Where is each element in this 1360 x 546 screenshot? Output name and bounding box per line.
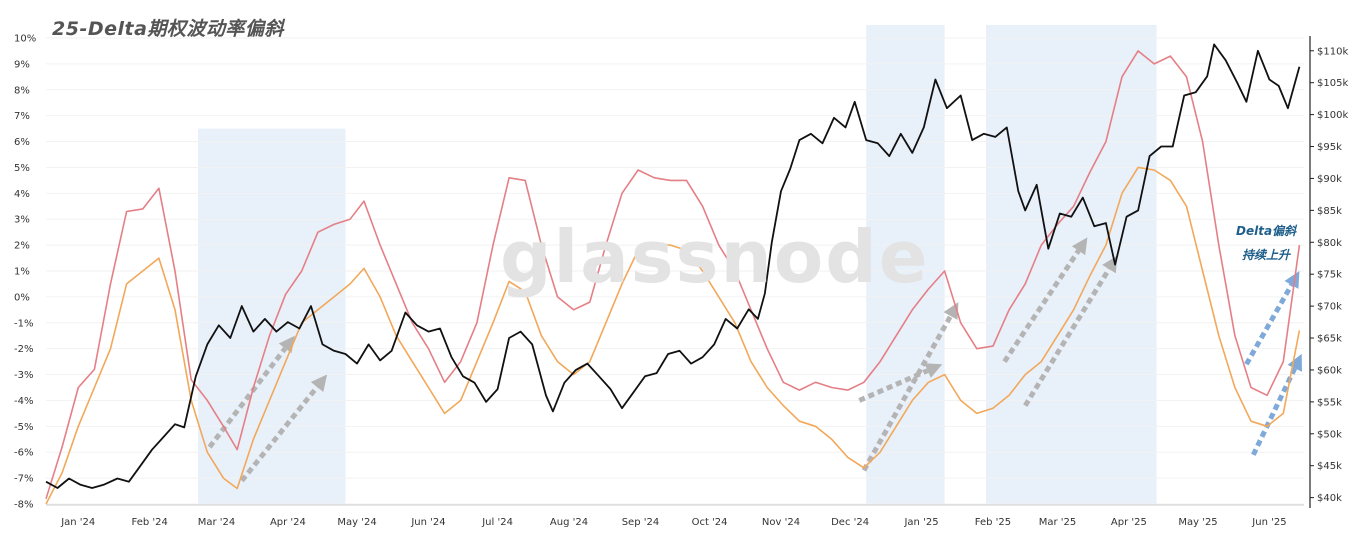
x-tick-label: Jun '25 <box>1251 517 1286 528</box>
right-tick-label: $105k <box>1317 78 1348 89</box>
x-tick-label: May '25 <box>1178 517 1217 528</box>
gray-arrow-1 <box>239 374 328 483</box>
x-tick-label: Mar '25 <box>1039 517 1077 528</box>
gray-arrow-2-head <box>943 302 959 320</box>
gray-arrow-3-head <box>924 363 943 378</box>
x-tick-label: May '24 <box>337 517 376 528</box>
blue-arrow-1 <box>1251 353 1302 456</box>
x-tick-label: Oct '24 <box>692 517 728 528</box>
x-tick-label: Apr '25 <box>1111 517 1147 528</box>
gray-arrow-1-head <box>310 374 328 393</box>
gray-arrow-4 <box>1002 237 1088 363</box>
blue-arrow-1-shaft <box>1251 367 1298 456</box>
x-tick-label: Apr '24 <box>270 517 306 528</box>
gray-arrow-3 <box>858 363 943 403</box>
x-tick-label: Jul '24 <box>481 517 513 528</box>
blue-arrow-1-head <box>1287 353 1302 372</box>
gray-arrow-1-shaft <box>239 385 320 483</box>
x-tick-label: Aug '24 <box>550 517 588 528</box>
right-tick-label: $80k <box>1317 238 1342 249</box>
x-tick-label: Feb '24 <box>132 517 168 528</box>
right-tick-label: $55k <box>1317 397 1342 408</box>
skew-line-red <box>45 50 1301 500</box>
shaded-period-1 <box>866 25 945 505</box>
blue-arrow-0-shaft <box>1244 283 1294 366</box>
x-tick-label: Feb '25 <box>975 517 1011 528</box>
x-tick-label: Jan '24 <box>60 517 95 528</box>
left-tick-label: 5% <box>14 163 30 174</box>
left-tick-label: -5% <box>14 422 33 433</box>
left-tick-label: 9% <box>14 59 30 70</box>
left-tick-label: -4% <box>14 396 33 407</box>
shaded-periods <box>198 25 1157 505</box>
left-axis-ticks: 10% 9% 8% 7% 6% 5% 4% 3% 2% 1% 0% -1% -2% -3% -4% -5% -6… <box>14 34 36 511</box>
left-tick-label: 2% <box>14 241 30 252</box>
gray-arrow-3-shaft <box>858 368 929 403</box>
skew-line-orange <box>45 166 1301 505</box>
x-axis-ticks: Jan '24 Feb '24 Mar '24 Apr '24 May '24 Jun '… <box>60 517 1286 528</box>
right-tick-label: $60k <box>1317 365 1342 376</box>
x-tick-label: Jun '24 <box>410 517 445 528</box>
gray-arrow-4-shaft <box>1002 249 1081 363</box>
x-tick-label: Mar '24 <box>198 517 236 528</box>
left-tick-label: 8% <box>14 85 30 96</box>
gray-arrow-2 <box>861 302 959 472</box>
blue-arrow-0 <box>1244 271 1300 366</box>
chart-title: 25-Delta期权波动率偏斜 <box>52 18 284 40</box>
right-tick-label: $90k <box>1317 174 1342 185</box>
right-tick-label: $40k <box>1317 493 1342 504</box>
right-tick-label: $70k <box>1317 302 1342 313</box>
x-tick-label: Jan '25 <box>903 517 938 528</box>
left-tick-label: 10% <box>14 34 36 45</box>
annotation-line-2: 持续上升 <box>1242 248 1291 262</box>
left-tick-label: -3% <box>14 370 33 381</box>
gray-arrow-0-shaft <box>207 346 288 449</box>
right-axis-ticks: $110k $105k $100k $95k $90k $85k $80k $75k $70k $… <box>1310 46 1348 504</box>
left-tick-label: 4% <box>14 189 30 200</box>
right-tick-label: $65k <box>1317 334 1342 345</box>
x-tick-label: Nov '24 <box>762 517 800 528</box>
right-tick-label: $95k <box>1317 142 1342 153</box>
right-tick-label: $50k <box>1317 429 1342 440</box>
left-tick-label: -7% <box>14 474 33 485</box>
price-line <box>45 43 1301 489</box>
x-tick-label: Sep '24 <box>622 517 660 528</box>
right-tick-label: $45k <box>1317 461 1342 472</box>
left-tick-label: 6% <box>14 137 30 148</box>
left-tick-label: 3% <box>14 215 30 226</box>
shaded-period-0 <box>198 128 346 504</box>
gray-arrow-5-shaft <box>1023 267 1112 407</box>
gray-arrow-4-head <box>1071 237 1088 256</box>
shaded-period-2 <box>986 25 1157 505</box>
left-tick-label: 0% <box>14 292 30 303</box>
left-tick-label: -1% <box>14 318 33 329</box>
left-tick-label: -2% <box>14 344 33 355</box>
left-tick-label: 7% <box>14 111 30 122</box>
trend-arrows <box>207 237 1302 483</box>
watermark: glassnode <box>500 215 930 299</box>
left-tick-label: 1% <box>14 267 30 278</box>
right-tick-label: $100k <box>1317 110 1348 121</box>
annotation-line-1: Delta偏斜 <box>1236 224 1297 238</box>
grid-lines <box>46 37 1304 505</box>
right-tick-label: $85k <box>1317 206 1342 217</box>
series-lines <box>45 43 1301 505</box>
x-tick-label: Dec '24 <box>831 517 869 528</box>
right-tick-label: $110k <box>1317 46 1348 57</box>
left-tick-label: -6% <box>14 448 33 459</box>
left-tick-label: -8% <box>14 500 33 511</box>
right-tick-label: $75k <box>1317 270 1342 281</box>
